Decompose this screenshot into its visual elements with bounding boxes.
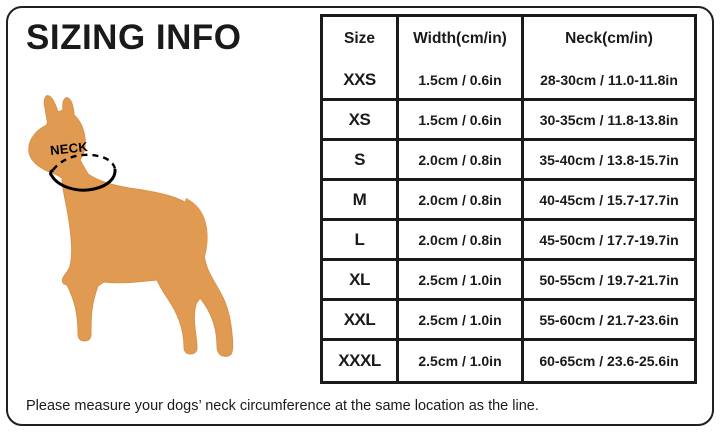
cell-neck: 40-45cm / 15.7-17.7in bbox=[524, 181, 694, 221]
cell-width: 2.0cm / 0.8in bbox=[399, 141, 524, 181]
cell-neck: 28-30cm / 11.0-11.8in bbox=[524, 61, 694, 101]
cell-neck: 50-55cm / 19.7-21.7in bbox=[524, 261, 694, 301]
table-row: XXXL 2.5cm / 1.0in 60-65cm / 23.6-25.6in bbox=[323, 341, 694, 381]
size-table-container: Size Width(cm/in) Neck(cm/in) XXS 1.5cm … bbox=[320, 14, 697, 384]
table-row: XL 2.5cm / 1.0in 50-55cm / 19.7-21.7in bbox=[323, 261, 694, 301]
cell-width: 2.5cm / 1.0in bbox=[399, 301, 524, 341]
neck-line-dashed bbox=[52, 153, 117, 171]
cell-width: 1.5cm / 0.6in bbox=[399, 101, 524, 141]
table-row: XXL 2.5cm / 1.0in 55-60cm / 21.7-23.6in bbox=[323, 301, 694, 341]
neck-line-solid bbox=[49, 168, 117, 192]
cell-size: L bbox=[323, 221, 399, 261]
cell-size: XS bbox=[323, 101, 399, 141]
table-body: XXS 1.5cm / 0.6in 28-30cm / 11.0-11.8in … bbox=[323, 61, 694, 381]
cell-width: 2.0cm / 0.8in bbox=[399, 221, 524, 261]
cell-size: XL bbox=[323, 261, 399, 301]
cell-size: XXS bbox=[323, 61, 399, 101]
cell-size: M bbox=[323, 181, 399, 221]
cell-width: 2.5cm / 1.0in bbox=[399, 341, 524, 381]
dog-hind-thigh bbox=[181, 198, 208, 285]
cell-neck: 55-60cm / 21.7-23.6in bbox=[524, 301, 694, 341]
table-row: M 2.0cm / 0.8in 40-45cm / 15.7-17.7in bbox=[323, 181, 694, 221]
table-row: XXS 1.5cm / 0.6in 28-30cm / 11.0-11.8in bbox=[323, 61, 694, 101]
footer-note: Please measure your dogs’ neck circumfer… bbox=[26, 398, 539, 414]
cell-neck: 35-40cm / 13.8-15.7in bbox=[524, 141, 694, 181]
cell-neck: 45-50cm / 17.7-19.7in bbox=[524, 221, 694, 261]
cell-width: 1.5cm / 0.6in bbox=[399, 61, 524, 101]
table-header: Size Width(cm/in) Neck(cm/in) bbox=[323, 17, 694, 61]
cell-size: XXL bbox=[323, 301, 399, 341]
cell-neck: 60-65cm / 23.6-25.6in bbox=[539, 353, 679, 369]
neck-measure-ellipse bbox=[49, 153, 117, 192]
header-size: Size bbox=[323, 17, 399, 61]
cell-size: S bbox=[323, 141, 399, 181]
dog-body-shape bbox=[28, 95, 234, 357]
size-table: Size Width(cm/in) Neck(cm/in) XXS 1.5cm … bbox=[320, 14, 697, 384]
page-title: SIZING INFO bbox=[26, 18, 242, 57]
cell-width: 2.0cm / 0.8in bbox=[399, 181, 524, 221]
table-row: XS 1.5cm / 0.6in 30-35cm / 11.8-13.8in bbox=[323, 101, 694, 141]
dog-silhouette-svg bbox=[28, 95, 234, 357]
dog-illustration bbox=[18, 86, 298, 366]
header-neck: Neck(cm/in) bbox=[565, 30, 653, 47]
table-row: S 2.0cm / 0.8in 35-40cm / 13.8-15.7in bbox=[323, 141, 694, 181]
header-width: Width(cm/in) bbox=[399, 17, 524, 61]
cell-neck: 30-35cm / 11.8-13.8in bbox=[524, 101, 694, 141]
cell-size: XXXL bbox=[323, 341, 399, 381]
cell-width: 2.5cm / 1.0in bbox=[399, 261, 524, 301]
table-header-row: Size Width(cm/in) Neck(cm/in) bbox=[323, 17, 694, 61]
table-row: L 2.0cm / 0.8in 45-50cm / 17.7-19.7in bbox=[323, 221, 694, 261]
